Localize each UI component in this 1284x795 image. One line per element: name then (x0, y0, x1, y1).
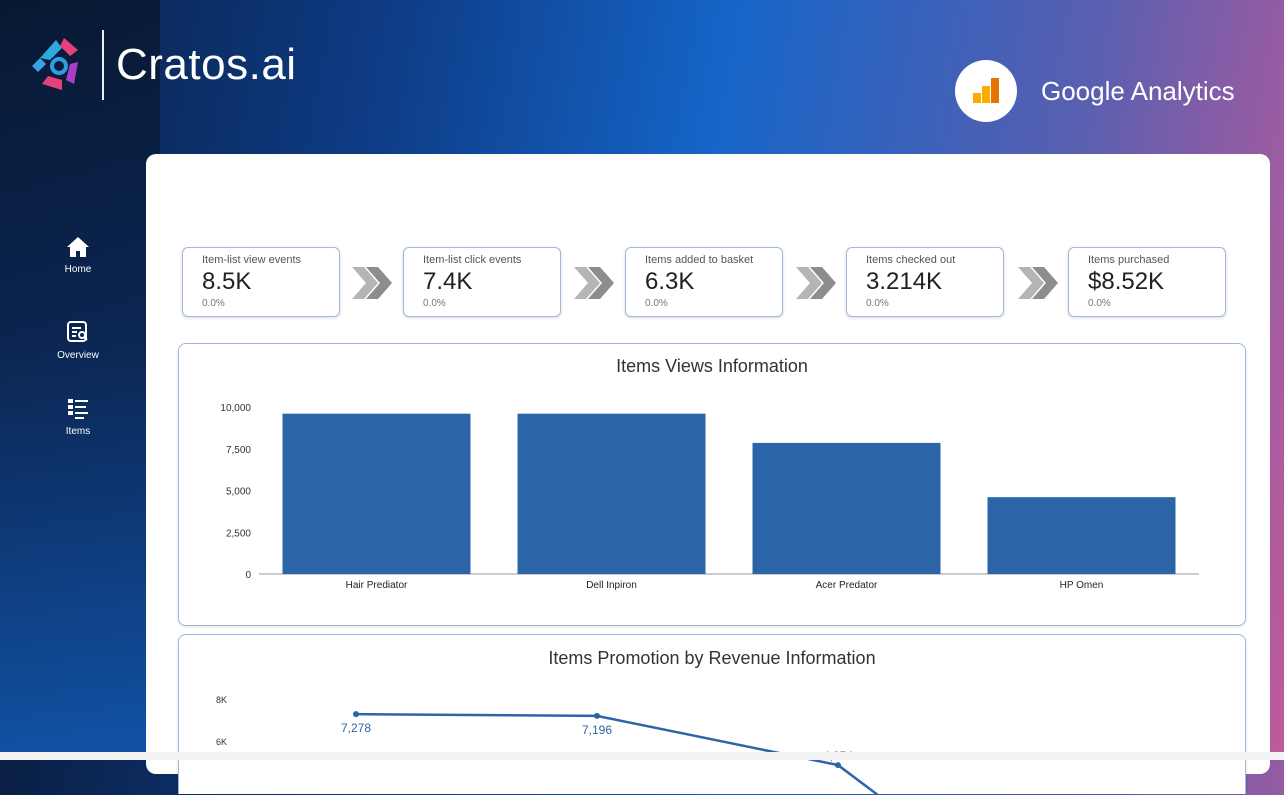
chevron-right-icon (796, 267, 836, 299)
kpi-card[interactable]: Items added to basket 6.3K 0.0% (625, 247, 783, 317)
kpi-label: Item-list click events (423, 254, 522, 266)
items-list-icon (68, 399, 88, 419)
kpi-value: 3.214K (866, 268, 943, 295)
kpi-card[interactable]: Items purchased $8.52K 0.0% (1068, 247, 1226, 317)
sidebar-item-home[interactable]: Home (40, 236, 116, 275)
y-tick-label: 7,500 (226, 445, 251, 456)
bar (752, 442, 941, 574)
kpi-delta: 0.0% (423, 298, 446, 309)
bar (987, 497, 1176, 574)
bar (282, 413, 471, 574)
data-point (594, 712, 600, 719)
y-tick-label: 0 (245, 570, 251, 581)
y-tick-label: 5,000 (226, 487, 251, 498)
overview-icon (67, 321, 88, 342)
chevron-right-icon (574, 267, 614, 299)
integration-label: Google Analytics (1041, 75, 1235, 106)
kpi-delta: 0.0% (202, 298, 225, 309)
logo-divider (102, 30, 104, 100)
kpi-funnel: Item-list view events 8.5K 0.0% Item-lis… (182, 247, 1234, 319)
kpi-label: Items checked out (866, 254, 956, 266)
chevron-right-icon (1018, 267, 1058, 299)
y-tick-label: 10,000 (220, 403, 251, 414)
sidebar-item-items[interactable]: Items (40, 398, 116, 437)
y-tick-label: 8K (216, 695, 227, 705)
kpi-value: 7.4K (423, 268, 473, 295)
y-tick-label: 6K (216, 737, 227, 747)
x-tick-label: Acer Predator (816, 580, 878, 591)
dashboard-panel: Item-list view events 8.5K 0.0% Item-lis… (146, 154, 1270, 795)
bar (517, 413, 706, 574)
x-tick-label: Hair Prediator (346, 580, 408, 591)
kpi-card[interactable]: Item-list view events 8.5K 0.0% (182, 247, 340, 317)
kpi-label: Items purchased (1088, 254, 1170, 266)
brand-name: Cratos.ai (116, 40, 297, 89)
home-icon (67, 237, 89, 257)
items-views-chart-card: Items Views Information 0 2,500 5,000 7,500… (178, 343, 1246, 626)
cratos-logo-icon (32, 38, 78, 90)
sidebar-item-label: Items (65, 426, 91, 437)
x-tick-label: Dell Inpiron (586, 580, 637, 591)
kpi-delta: 0.0% (645, 298, 668, 309)
kpi-card[interactable]: Items checked out 3.214K 0.0% (846, 247, 1004, 317)
bottom-strip (0, 752, 1284, 760)
kpi-card[interactable]: Item-list click events 7.4K 0.0% (403, 247, 561, 317)
sidebar-background (0, 0, 160, 760)
kpi-label: Item-list view events (202, 254, 302, 266)
google-analytics-icon (955, 60, 1017, 122)
items-views-bar-chart: 0 2,500 5,000 7,500 10,000 Hair Prediator Dell… (220, 403, 1199, 591)
data-label: 7,196 (582, 723, 612, 737)
google-analytics-badge: Google Analytics (955, 60, 1235, 122)
kpi-value: $8.52K (1088, 268, 1165, 295)
kpi-delta: 0.0% (1088, 298, 1111, 309)
sidebar-item-label: Home (64, 264, 92, 275)
sidebar-item-overview[interactable]: Overview (40, 320, 116, 361)
items-promotion-chart-card: Items Promotion by Revenue Information 8… (178, 634, 1246, 795)
kpi-value: 6.3K (645, 268, 695, 295)
chart-title: Items Views Information (616, 356, 808, 376)
chart-title: Items Promotion by Revenue Information (548, 648, 876, 668)
x-tick-label: HP Omen (1060, 580, 1104, 591)
y-tick-label: 2,500 (226, 528, 251, 539)
sidebar-item-label: Overview (57, 350, 99, 361)
kpi-value: 8.5K (202, 268, 252, 295)
brand-logo[interactable]: Cratos.ai (26, 30, 297, 100)
kpi-label: Items added to basket (645, 254, 754, 266)
data-point (353, 711, 359, 718)
chevron-right-icon (352, 267, 392, 299)
data-label: 7,278 (341, 721, 371, 735)
kpi-delta: 0.0% (866, 298, 889, 309)
